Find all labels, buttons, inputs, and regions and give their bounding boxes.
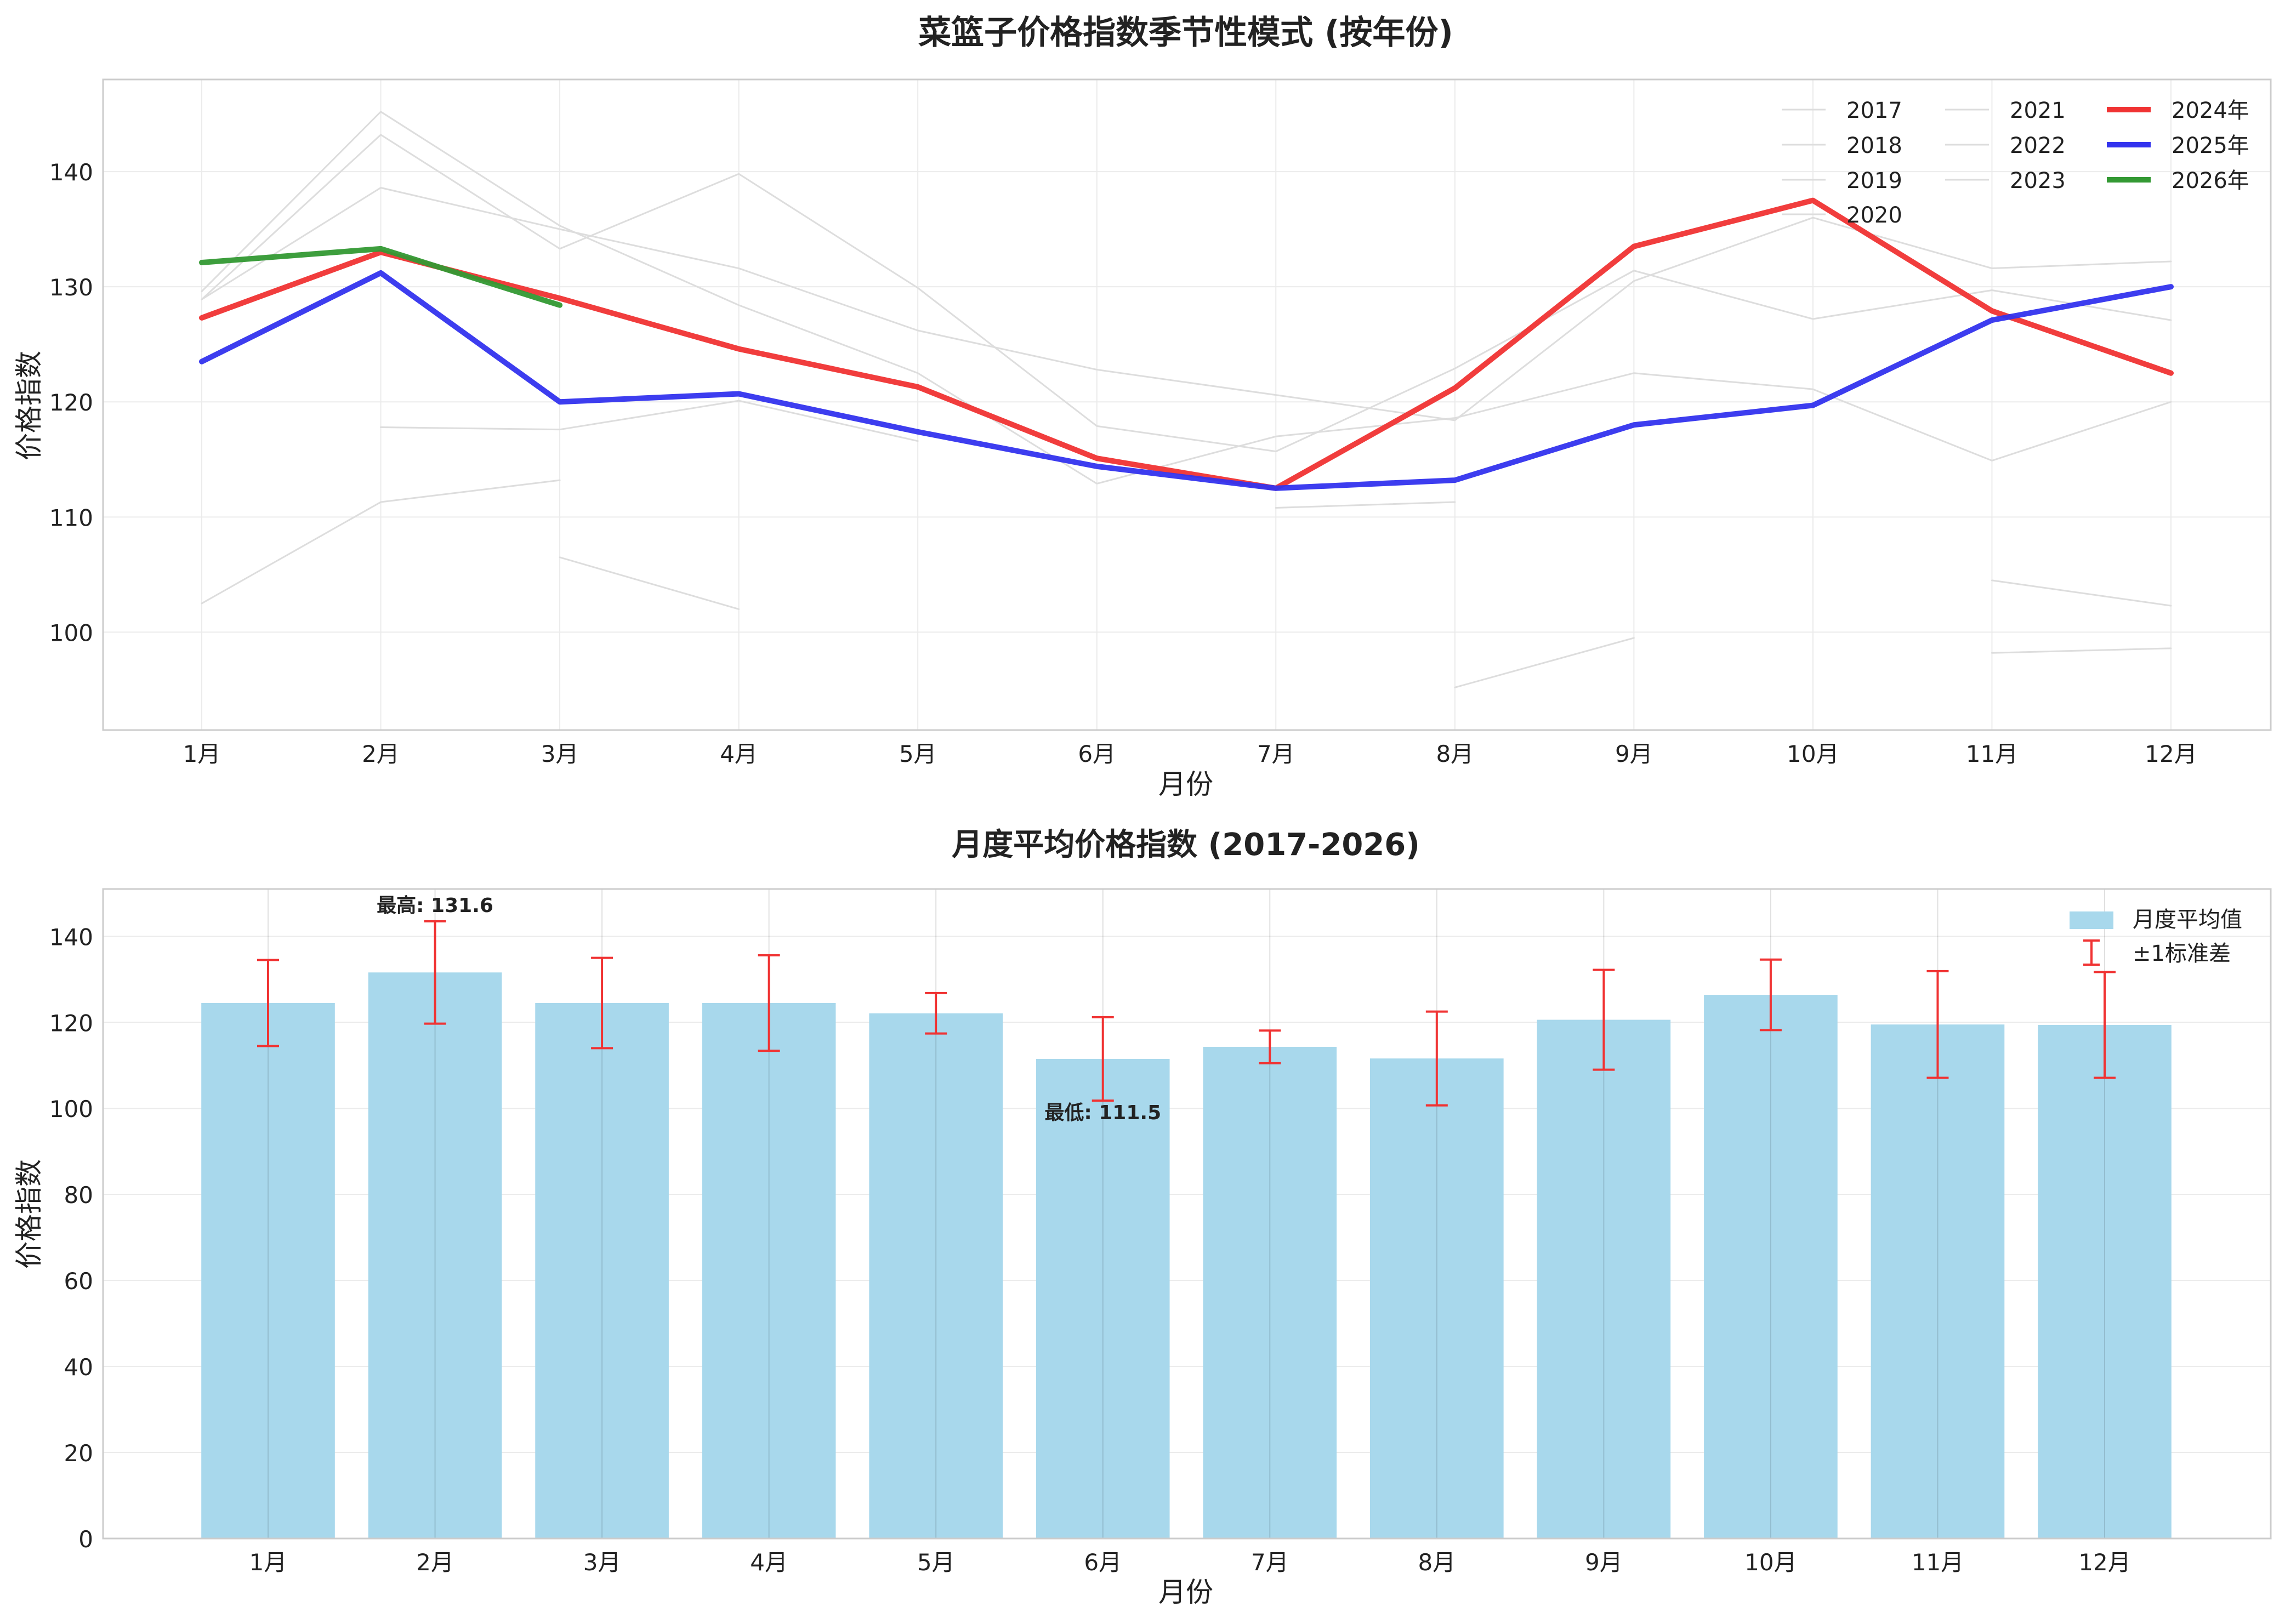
bottom-xtick-label: 9月 [1585,1549,1623,1576]
bottom-xtick-label: 5月 [917,1549,955,1576]
top-xtick-label: 5月 [899,740,937,767]
bottom-chart-ylabel: 价格指数 [13,1159,45,1269]
bottom-ytick-label: 80 [64,1182,93,1209]
legend-label-2025: 2025年 [2172,133,2249,158]
bottom-xtick-label: 1月 [249,1549,287,1576]
top-chart-grid [103,79,2271,730]
top-xtick-label: 3月 [541,740,579,767]
bottom-chart-title: 月度平均价格指数 (2017-2026) [952,827,1420,863]
top-xtick-label: 4月 [720,740,758,767]
legend-label-2020: 2020 [1846,203,1902,228]
month-bar [1036,1058,1170,1538]
legend-label-2018: 2018 [1846,133,1902,158]
bottom-xtick-label: 3月 [583,1549,621,1576]
legend-label-mean: 月度平均值 [2133,907,2242,932]
series-line-2025 [199,270,2174,491]
bottom-chart-legend: 月度平均值 ±1标准差 [2070,907,2242,966]
month-bar [535,1002,669,1538]
bottom-xtick-label: 7月 [1251,1549,1289,1576]
max-annotation: 最高: 131.6 [377,894,493,917]
top-chart-ticks: 100 110 120 130 140 1月 2月 3月 4月 5月 6月 7月 8月 9月 10月 11月 1… [49,78,2272,767]
top-xtick-label: 11月 [1966,740,2018,767]
bottom-xtick-label: 2月 [416,1549,454,1576]
bottom-xtick-label: 6月 [1084,1549,1122,1576]
series-line-2017 [201,479,561,605]
min-annotation: 最低: 111.5 [1044,1102,1161,1124]
bottom-chart-xlabel: 月份 [1158,1576,1213,1608]
top-ytick-label: 140 [49,159,93,186]
top-xtick-label: 6月 [1078,740,1116,767]
top-xtick-label: 12月 [2145,740,2197,767]
bottom-ytick-label: 100 [49,1096,93,1122]
legend-swatch-mean [2070,911,2113,929]
legend-label-std: ±1标准差 [2133,941,2231,966]
top-xtick-label: 8月 [1436,740,1474,767]
month-bar [1704,995,1838,1538]
top-ytick-label: 130 [49,274,93,301]
month-bar [368,972,502,1538]
series-line-2022 [201,134,2172,453]
top-xtick-label: 7月 [1257,740,1295,767]
legend-label-2024: 2024年 [2172,98,2249,123]
bottom-xtick-label: 4月 [750,1549,788,1576]
top-plot-frame [102,78,2272,731]
top-xtick-label: 10月 [1787,740,1839,767]
legend-label-2023: 2023 [2010,168,2066,193]
top-xtick-label: 9月 [1615,740,1653,767]
series-line-2019 [559,556,740,610]
month-bar [702,1002,836,1538]
bottom-ytick-label: 60 [64,1268,93,1295]
top-ytick-label: 120 [49,389,93,416]
series-line-2018 [380,400,919,442]
top-chart-xlabel: 月份 [1158,768,1213,800]
month-bar [1537,1019,1671,1538]
bottom-ytick-label: 120 [49,1010,93,1036]
series-line-2023 [201,111,2172,485]
month-bar [1871,1024,2005,1538]
top-chart-title: 菜篮子价格指数季节性模式 (按年份) [918,14,1453,52]
bottom-xtick-label: 10月 [1744,1549,1797,1576]
month-bar [1370,1058,1504,1538]
legend-label-2017: 2017 [1846,98,1902,123]
legend-label-2022: 2022 [2010,133,2066,158]
bottom-chart-errorbars [257,920,2116,1107]
top-chart-legend: 2017 2018 2019 2020 2021 2022 2023 2024年 2025年 20… [1782,98,2249,228]
bottom-xtick-label: 11月 [1912,1549,1964,1576]
series-line-2021 [1454,637,1635,688]
bottom-chart-bars [201,972,2172,1538]
top-chart-ylabel: 价格指数 [13,351,45,460]
bottom-ytick-label: 20 [64,1440,93,1467]
series-line-2026 [199,246,563,308]
month-bar [2038,1024,2172,1538]
bottom-ytick-label: 40 [64,1354,93,1381]
bottom-xtick-label: 8月 [1418,1549,1456,1576]
bottom-chart-annotations: 最高: 131.6 最低: 111.5 [377,894,1161,1124]
month-bar [869,1013,1003,1538]
legend-label-2026: 2026年 [2172,168,2249,193]
top-xtick-label: 1月 [183,740,221,767]
top-ytick-label: 100 [49,619,93,646]
top-ytick-label: 110 [49,504,93,531]
series-line-history [201,186,2172,421]
bottom-xtick-label: 12月 [2078,1549,2130,1576]
top-chart-series [199,111,2174,688]
top-xtick-label: 2月 [362,740,400,767]
bottom-chart-ticks: 0 20 40 60 80 100 120 140 1月 2月 3月 4月 5月 6月 7月 8月 9月 10月 1… [49,888,2272,1576]
month-bar [201,1002,335,1538]
series-line-2024 [199,197,2174,491]
series-line-2020 [1275,501,1456,509]
series-line-history [1991,579,2172,607]
legend-label-2019: 2019 [1846,168,1902,193]
bottom-plot-frame [102,888,2272,1540]
series-line-2021 [1991,647,2172,654]
month-bar [1203,1047,1337,1538]
legend-label-2021: 2021 [2010,98,2066,123]
bottom-ytick-label: 0 [78,1526,93,1553]
bottom-ytick-label: 140 [49,924,93,950]
